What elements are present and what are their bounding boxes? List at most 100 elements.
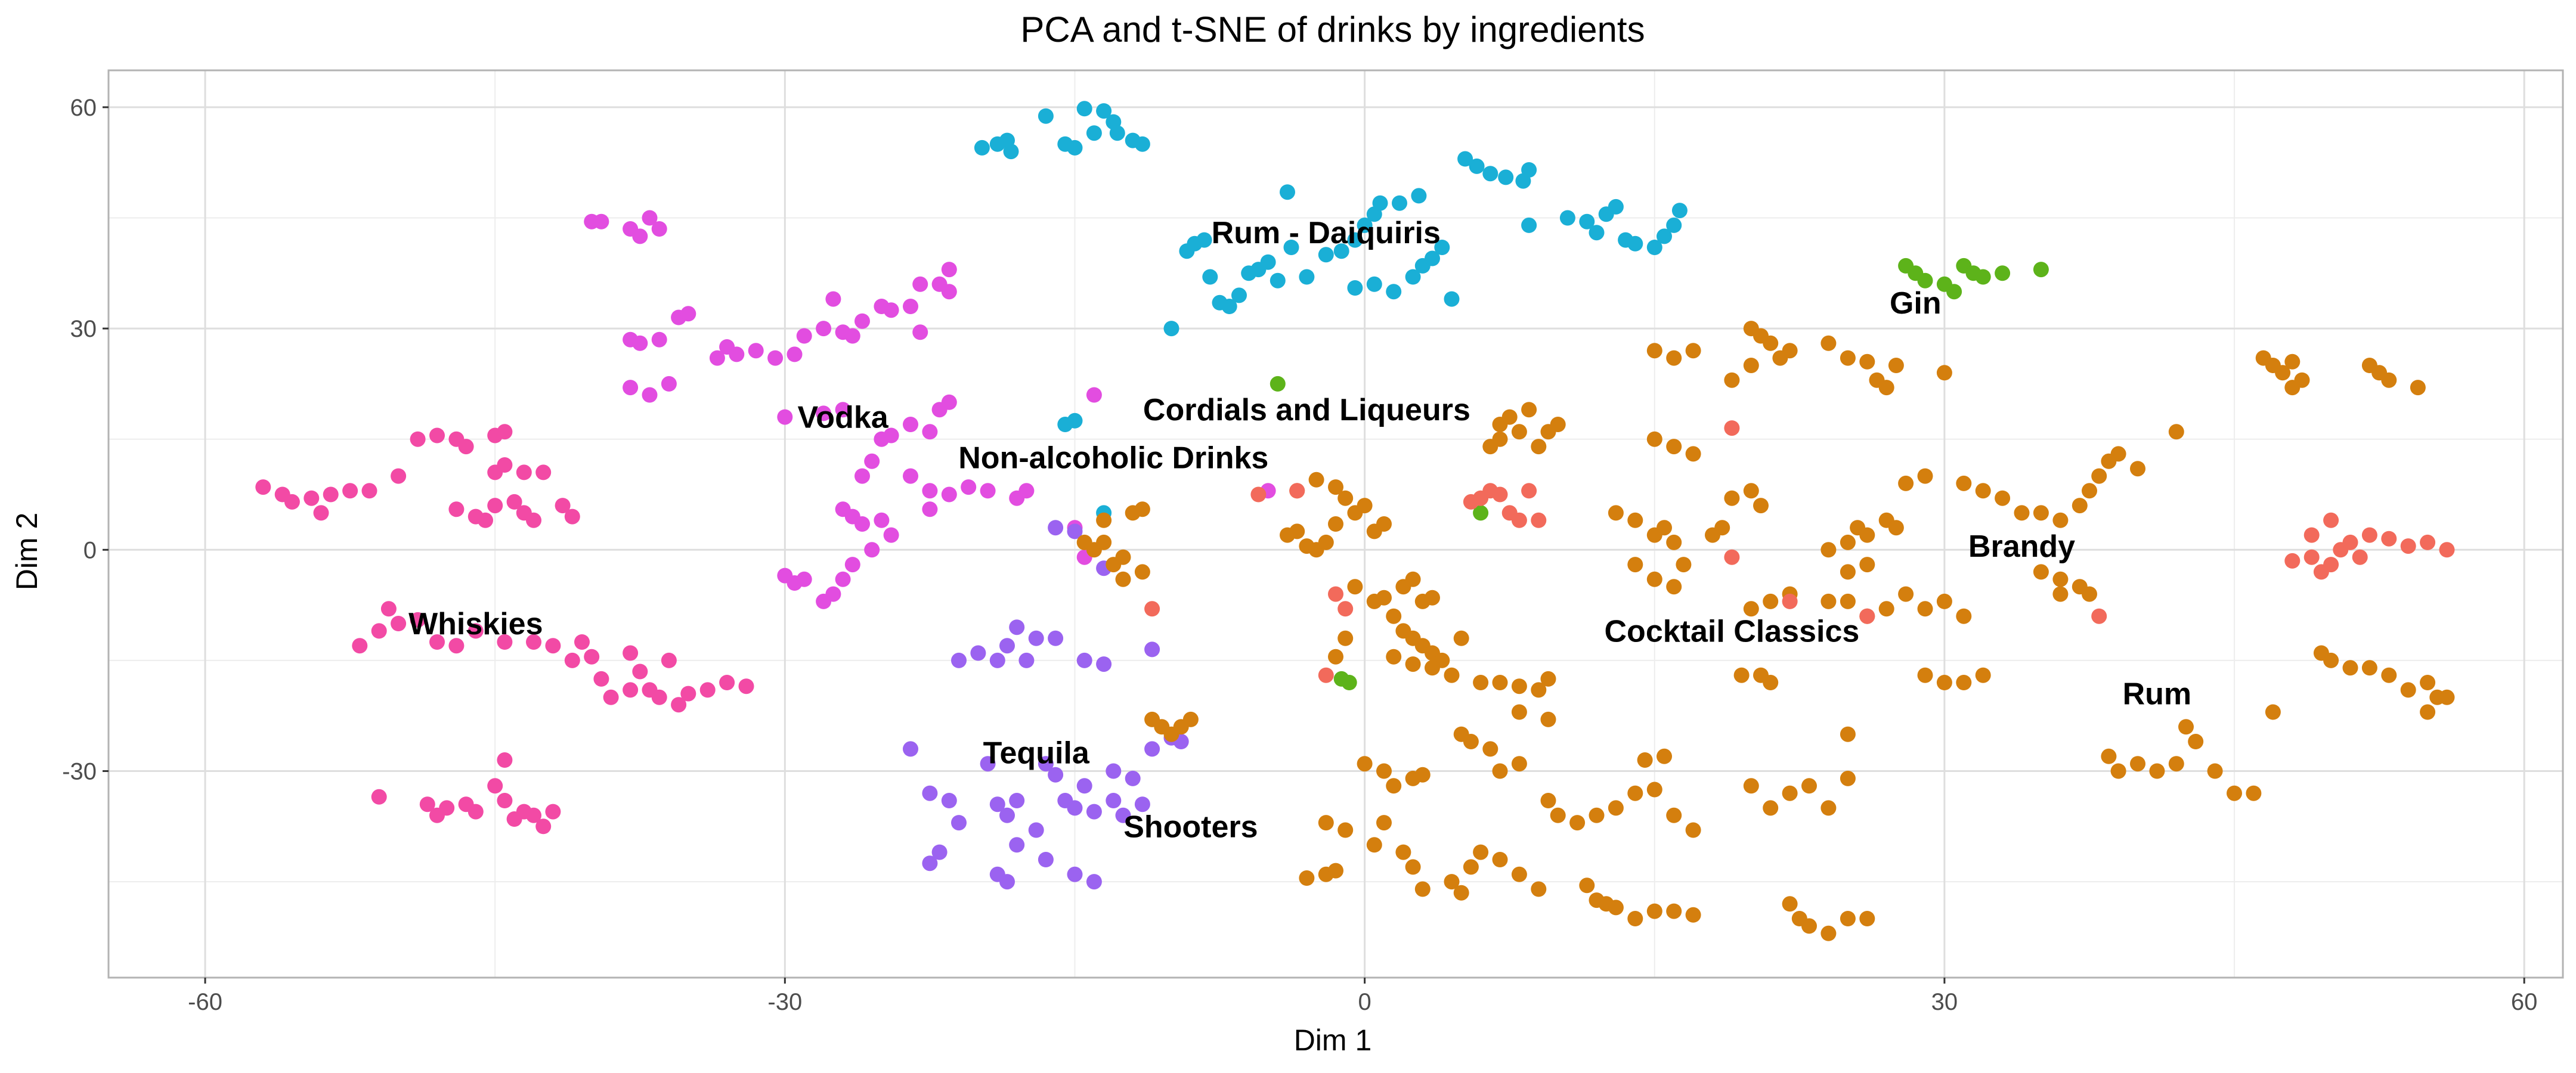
data-point — [1743, 778, 1759, 794]
data-point — [699, 682, 716, 698]
data-point — [1646, 571, 1662, 587]
data-point — [1608, 199, 1624, 215]
data-point — [1028, 630, 1044, 646]
data-point — [1434, 240, 1450, 255]
data-point — [1318, 247, 1334, 263]
data-point — [2207, 763, 2223, 779]
data-point — [1840, 770, 1856, 786]
data-point — [2352, 549, 2368, 565]
data-point — [1048, 767, 1064, 783]
data-point — [1975, 483, 1991, 499]
cluster-labels: Rum - Daiquiris Gin Vodka Cordials and Liqu… — [408, 216, 2191, 844]
data-point — [796, 571, 812, 587]
data-point — [941, 262, 957, 278]
data-point — [497, 457, 513, 473]
data-point — [1956, 608, 1972, 624]
data-point — [1666, 217, 1682, 233]
data-point — [1975, 667, 1991, 683]
data-point — [1743, 483, 1759, 499]
data-point — [1657, 520, 1672, 536]
data-point — [1782, 896, 1798, 912]
data-point — [1076, 652, 1092, 668]
data-point — [593, 213, 609, 230]
data-point — [1425, 660, 1440, 676]
data-point — [1608, 505, 1624, 521]
data-point — [1096, 103, 1112, 119]
data-point — [912, 324, 928, 340]
data-point — [2381, 531, 2397, 547]
data-point — [1328, 586, 1343, 602]
data-point — [1115, 549, 1131, 565]
data-point — [1425, 250, 1440, 266]
data-point — [974, 139, 990, 156]
data-point — [2188, 734, 2204, 749]
data-point — [1115, 571, 1131, 587]
data-point — [1163, 321, 1179, 337]
data-point — [951, 815, 967, 831]
data-point — [844, 328, 860, 344]
data-point — [2082, 483, 2097, 499]
data-point — [2303, 549, 2320, 565]
data-point — [903, 417, 918, 432]
cluster-label: Tequila — [983, 736, 1090, 771]
data-point — [410, 612, 426, 628]
data-point — [1482, 439, 1498, 455]
data-point — [545, 804, 561, 820]
data-point — [1724, 420, 1740, 436]
data-point — [1444, 667, 1460, 683]
data-point — [1376, 815, 1392, 831]
data-point — [1376, 516, 1392, 532]
data-point — [2149, 763, 2165, 779]
data-point — [1666, 903, 1682, 919]
data-point — [1134, 796, 1150, 812]
data-point — [448, 638, 465, 654]
data-point — [864, 453, 880, 469]
data-point — [1743, 601, 1759, 617]
data-point — [2400, 682, 2416, 698]
data-point — [497, 752, 513, 768]
data-point — [1067, 800, 1083, 816]
data-point — [1666, 350, 1682, 366]
data-point — [478, 512, 493, 528]
data-point — [487, 778, 503, 794]
data-point — [1115, 807, 1131, 823]
data-point — [1463, 859, 1479, 875]
data-point — [1328, 649, 1343, 665]
series-group — [1144, 420, 2455, 683]
data-point — [1067, 139, 1083, 156]
series-group — [903, 520, 1189, 890]
data-point — [1820, 593, 1837, 609]
data-point — [651, 689, 667, 705]
data-point — [526, 807, 541, 823]
data-point — [1357, 756, 1373, 772]
data-point — [1627, 785, 1643, 801]
data-point — [912, 276, 928, 292]
data-point — [941, 793, 957, 808]
data-point — [1888, 358, 1904, 373]
data-point — [1347, 579, 1363, 595]
data-point — [439, 800, 455, 816]
data-point — [1386, 778, 1402, 794]
data-point — [1936, 365, 1952, 381]
data-point — [1299, 870, 1315, 886]
data-point — [2361, 527, 2377, 543]
data-point — [1859, 557, 1875, 573]
data-point — [671, 697, 687, 713]
data-point — [2130, 756, 2145, 772]
series-group — [974, 101, 1688, 521]
data-point — [1444, 874, 1460, 890]
data-point — [1182, 711, 1199, 727]
data-point — [1917, 468, 1933, 484]
data-point — [1946, 284, 1962, 300]
data-point — [1782, 593, 1798, 609]
data-point — [1250, 486, 1267, 503]
data-point — [1531, 512, 1547, 528]
data-point — [1366, 837, 1382, 853]
data-point — [883, 527, 899, 543]
data-point — [1076, 778, 1092, 794]
data-point — [1492, 852, 1508, 867]
y-tick-label: 30 — [70, 316, 97, 342]
data-point — [1627, 557, 1643, 573]
data-point — [2014, 505, 2030, 521]
data-point — [825, 291, 841, 307]
